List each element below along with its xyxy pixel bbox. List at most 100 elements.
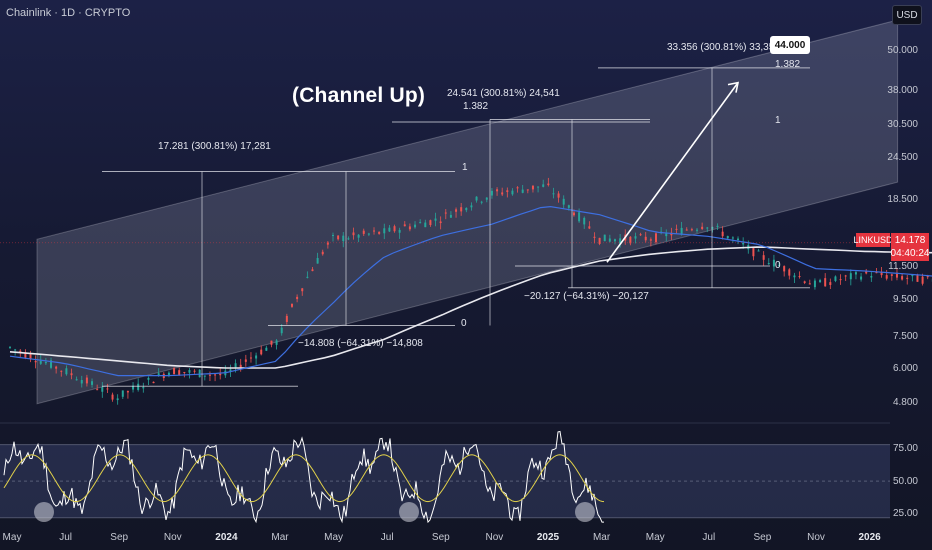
candle-body [654,233,657,243]
price-axis-tick: 11.500 [888,261,918,272]
candle-body [60,370,63,372]
projection-arrow [606,82,739,263]
candle-body [126,391,129,393]
measure-3-top-label: 33.356 (300.81%) 33,356 [667,42,780,53]
time-axis-tick: Jul [59,532,72,543]
candle-body [147,377,150,380]
candle-body [331,235,334,237]
candle-body [106,388,109,390]
candle-body [808,283,811,285]
rsi-axis-tick: 75.00 [892,443,918,454]
candle-body [178,370,181,376]
candle-body [485,197,488,200]
price-axis-tick: 9.500 [892,294,918,305]
fib-level-1-label-b: 1 [775,115,781,126]
channel-up-band [36,19,899,405]
candle-body [613,239,616,242]
candle-body [198,369,201,378]
candle-body [813,280,816,288]
candle-body [475,196,478,201]
candle-body [9,346,11,348]
candle-body [347,238,350,240]
time-axis-tick: Sep [753,532,772,543]
candle-body [890,274,893,276]
candle-body [696,229,699,231]
candle-body [34,361,37,363]
target-price-bubble[interactable]: 44.000 [770,36,810,54]
candle-body [465,207,468,211]
candle-body [249,357,252,359]
candle-body [270,340,273,345]
time-axis-tick: Nov [485,532,504,543]
candle-body [439,221,442,224]
candle-body [757,250,760,252]
channel-headline: (Channel Up) [292,84,426,107]
candle-body [373,230,376,232]
candle-body [408,226,411,230]
time-axis-tick: 2025 [536,532,560,543]
time-axis-tick: Sep [431,532,450,543]
candle-body [629,236,632,244]
candle-body [731,237,734,239]
candle-body [285,315,288,322]
candle-body [449,214,452,218]
candle-body [516,187,519,189]
candle-body [121,390,124,397]
candle-body [644,236,647,241]
candle-body [680,227,683,235]
measure-1-top-label: 17.281 (300.81%) 17,281 [158,141,271,152]
candle-body [480,201,483,203]
chart-title: Chainlink · 1D · CRYPTO [6,7,131,19]
candle-body [706,227,709,229]
candle-body [65,368,68,375]
candle-body [362,230,365,234]
sma-200-line [9,246,932,369]
candle-body [255,355,258,359]
candle-body [854,272,857,275]
candle-body [865,270,868,274]
candle-body [352,232,355,236]
candle-body [208,374,211,376]
candle-body [567,205,570,208]
candle-body [634,236,637,239]
candle-body [578,212,581,222]
fib-level-0-label-b: 0 [775,260,781,271]
candle-body [803,281,806,283]
candle-body [593,236,596,238]
projection-arrowhead [727,81,740,93]
candle-body [572,212,575,216]
candle-body [649,239,652,241]
sma-50-line [9,205,932,377]
candle-body [455,209,458,212]
price-axis-tick: 4.800 [892,397,918,408]
candle-body [388,227,391,232]
time-axis-tick: 2024 [215,532,238,543]
candle-body [793,275,796,278]
measure-2-top-label: 24.541 (300.81%) 24,541 [447,88,560,99]
rsi-line [3,430,604,524]
candle-body [444,212,447,214]
candle-body [55,366,58,369]
candle-body [152,381,155,384]
candle-body [798,276,801,278]
candle-body [911,274,914,277]
currency-button[interactable]: USD [892,5,922,25]
rsi-bottom-marker [34,502,54,522]
candle-body [824,278,827,287]
candle-body [229,369,232,372]
time-axis-tick: Nov [807,532,825,543]
candle-body [337,235,340,240]
candle-countdown: 04:40:24 [890,248,930,259]
candle-body [490,190,493,196]
candle-body [14,349,17,351]
candle-body [875,272,878,274]
candle-body [701,226,704,229]
candle-body [470,205,473,208]
candle-body [916,274,919,282]
rsi-bottom-marker [575,502,595,522]
candle-body [419,222,422,224]
candle-body [137,383,140,390]
candle-body [521,189,524,193]
